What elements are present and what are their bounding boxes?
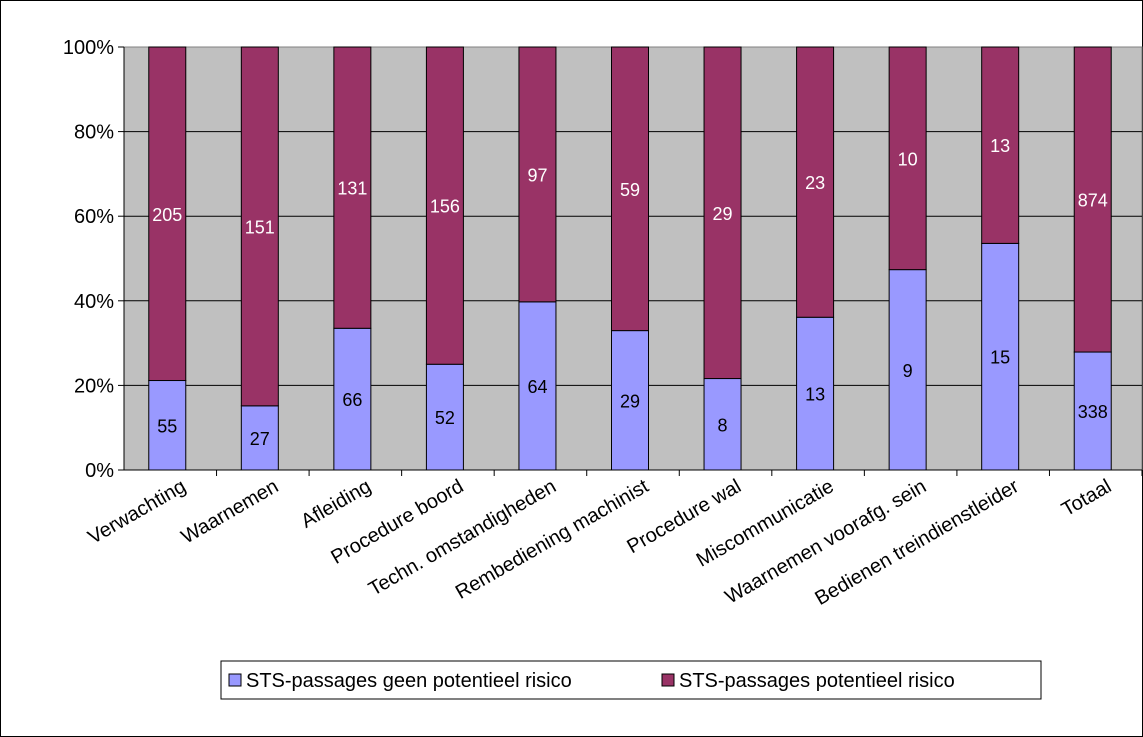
bar-segment-geen-risico xyxy=(240,405,279,471)
bar-segment-risico xyxy=(333,46,372,329)
data-label: 64 xyxy=(527,377,547,397)
data-label: 15 xyxy=(990,348,1010,368)
data-label: 9 xyxy=(903,361,913,381)
legend-label-geen-risico: STS-passages geen potentieel risico xyxy=(246,670,572,692)
legend-swatch-risico xyxy=(661,673,675,687)
data-label: 10 xyxy=(898,149,918,169)
bar-segment-risico xyxy=(981,46,1020,244)
x-category-label: Verwachting xyxy=(84,475,189,549)
bar-segment-risico xyxy=(888,46,927,271)
y-tick-label: 20% xyxy=(74,375,114,397)
data-label: 23 xyxy=(805,173,825,193)
data-label: 874 xyxy=(1078,191,1108,211)
y-tick-label: 40% xyxy=(74,291,114,313)
bar-segment-geen-risico xyxy=(703,378,742,471)
x-category-label: Afleiding xyxy=(297,475,374,532)
data-label: 338 xyxy=(1078,402,1108,422)
bar-segment-risico xyxy=(703,46,742,380)
y-tick-label: 60% xyxy=(74,206,114,228)
x-category-label: Totaal xyxy=(1058,475,1115,521)
data-label: 13 xyxy=(990,136,1010,156)
bar-segment-risico xyxy=(240,46,279,407)
bar-segment-geen-risico xyxy=(611,330,649,471)
data-label: 55 xyxy=(157,416,177,436)
data-label: 205 xyxy=(152,205,182,225)
bar-segment-risico xyxy=(425,46,464,365)
data-label: 29 xyxy=(620,391,640,411)
data-label: 13 xyxy=(805,385,825,405)
bar-segment-risico xyxy=(518,46,557,303)
data-label: 29 xyxy=(713,204,733,224)
bar-segment-risico xyxy=(796,46,835,318)
bar-segment-risico xyxy=(148,46,187,382)
bar-segment-geen-risico xyxy=(425,363,464,471)
y-tick-label: 80% xyxy=(74,122,114,144)
bar-segment-risico xyxy=(611,46,649,332)
y-tick-label: 0% xyxy=(85,460,114,482)
bar-segment-geen-risico xyxy=(518,301,557,471)
data-label: 27 xyxy=(250,429,270,449)
bar-segment-geen-risico xyxy=(333,327,372,471)
y-tick-label: 100% xyxy=(63,37,114,59)
bar-segment-geen-risico xyxy=(796,316,835,471)
bar-segment-geen-risico xyxy=(888,269,927,471)
data-label: 52 xyxy=(435,408,455,428)
legend-swatch-geen-risico xyxy=(228,673,242,687)
legend-label-risico: STS-passages potentieel risico xyxy=(679,670,955,692)
x-category-label: Waarnemen xyxy=(178,475,283,548)
legend xyxy=(220,660,1042,700)
data-label: 66 xyxy=(342,390,362,410)
data-label: 131 xyxy=(337,179,367,199)
data-label: 59 xyxy=(620,180,640,200)
data-label: 97 xyxy=(527,165,547,185)
data-label: 156 xyxy=(430,197,460,217)
data-label: 8 xyxy=(718,415,728,435)
bar-segment-risico xyxy=(1073,46,1112,353)
data-label: 151 xyxy=(245,217,275,237)
bar-segment-geen-risico xyxy=(981,242,1020,471)
